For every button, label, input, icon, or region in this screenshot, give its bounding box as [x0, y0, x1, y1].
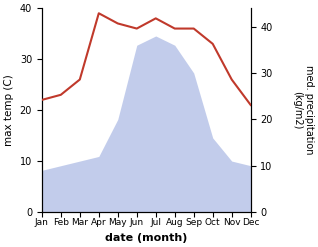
- Y-axis label: med. precipitation
(kg/m2): med. precipitation (kg/m2): [292, 65, 314, 155]
- X-axis label: date (month): date (month): [105, 233, 187, 243]
- Y-axis label: max temp (C): max temp (C): [4, 74, 14, 146]
